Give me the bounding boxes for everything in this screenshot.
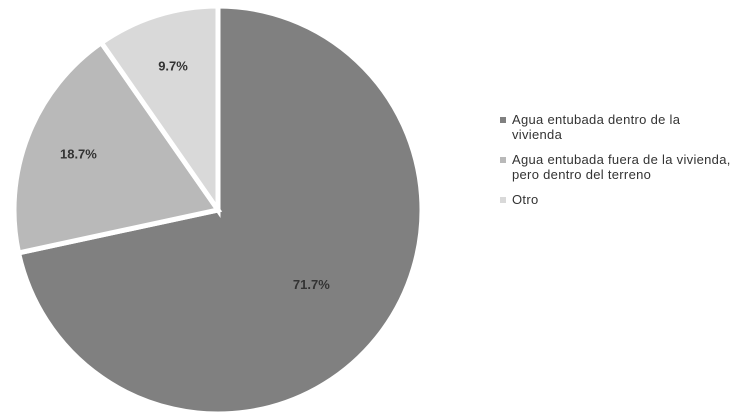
pie-chart: 71.7% 18.7% 9.7% [11, 3, 422, 414]
legend-swatch [500, 117, 506, 123]
data-label: 9.7% [158, 58, 188, 73]
legend-swatch [500, 197, 506, 203]
legend-item: Agua entubada fuera de la vivienda, pero… [500, 152, 732, 182]
data-label: 71.7% [293, 277, 330, 292]
legend-item: Agua entubada dentro de la vivienda [500, 112, 732, 142]
pie-slice [97, 3, 221, 218]
legend-swatch [500, 157, 506, 163]
legend-label: Agua entubada dentro de la vivienda [512, 112, 681, 142]
legend-label: Otro [512, 192, 539, 207]
legend: Agua entubada dentro de la vivienda Agua … [500, 112, 732, 217]
legend-item: Otro [500, 192, 732, 207]
pie-slice [11, 39, 223, 256]
data-label: 18.7% [60, 146, 97, 161]
legend-label: Agua entubada fuera de la vivienda, pero… [512, 152, 731, 182]
